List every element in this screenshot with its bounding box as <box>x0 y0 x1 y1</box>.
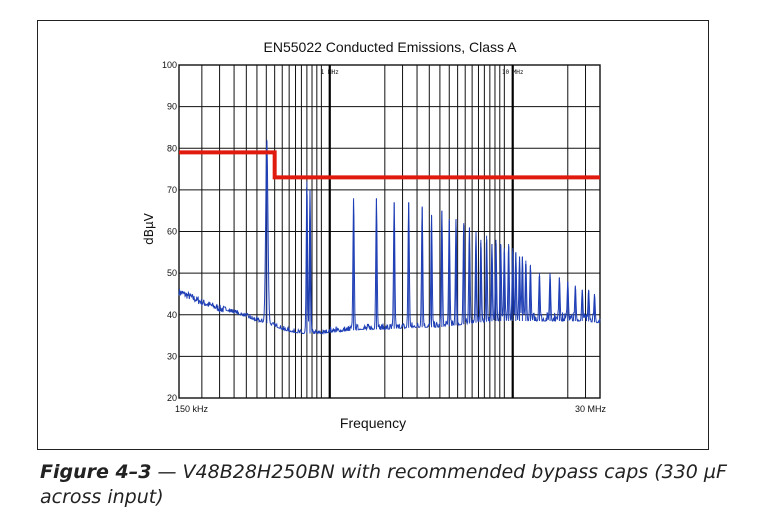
y-tick-label: 70 <box>167 185 177 195</box>
chart-title: EN55022 Conducted Emissions, Class A <box>264 39 518 55</box>
figure-caption-text: — V48B28H250BN with recommended bypass c… <box>40 461 727 508</box>
y-tick-label: 60 <box>167 227 177 237</box>
emission-trace-line <box>178 141 601 336</box>
limit-line-layer <box>179 150 600 180</box>
y-tick-label: 50 <box>167 268 177 278</box>
y-tick-label: 20 <box>167 393 177 403</box>
y-tick-label: 40 <box>167 310 177 320</box>
decade-marker-label: 1 MHz <box>321 69 339 76</box>
figure-label: Figure 4–3 <box>40 461 152 483</box>
y-axis-title: dBµV <box>142 212 156 244</box>
y-tick-label: 90 <box>167 102 177 112</box>
emissions-chart: EN55022 Conducted Emissions, Class A 20 3… <box>142 39 607 431</box>
figure-caption: Figure 4–3 — V48B28H250BN with recommend… <box>40 460 740 510</box>
grid-lines <box>178 64 601 399</box>
y-tick-label: 30 <box>167 351 177 361</box>
x-axis-title: Frequency <box>340 415 406 431</box>
y-tick-label: 100 <box>162 60 177 70</box>
x-tick-label: 30 MHz <box>575 404 607 414</box>
x-tick-label: 150 kHz <box>175 404 209 414</box>
emission-trace-layer <box>178 139 601 336</box>
figure-frame: EN55022 Conducted Emissions, Class A 20 3… <box>37 20 709 450</box>
class-a-limit-line <box>179 150 600 180</box>
axis-labels: 20 30 40 50 60 70 80 90 100 1 MHz 10 MHz 150 kHz 30 … <box>162 60 607 414</box>
y-tick-label: 80 <box>167 143 177 153</box>
decade-marker-label: 10 MHz <box>502 69 524 76</box>
